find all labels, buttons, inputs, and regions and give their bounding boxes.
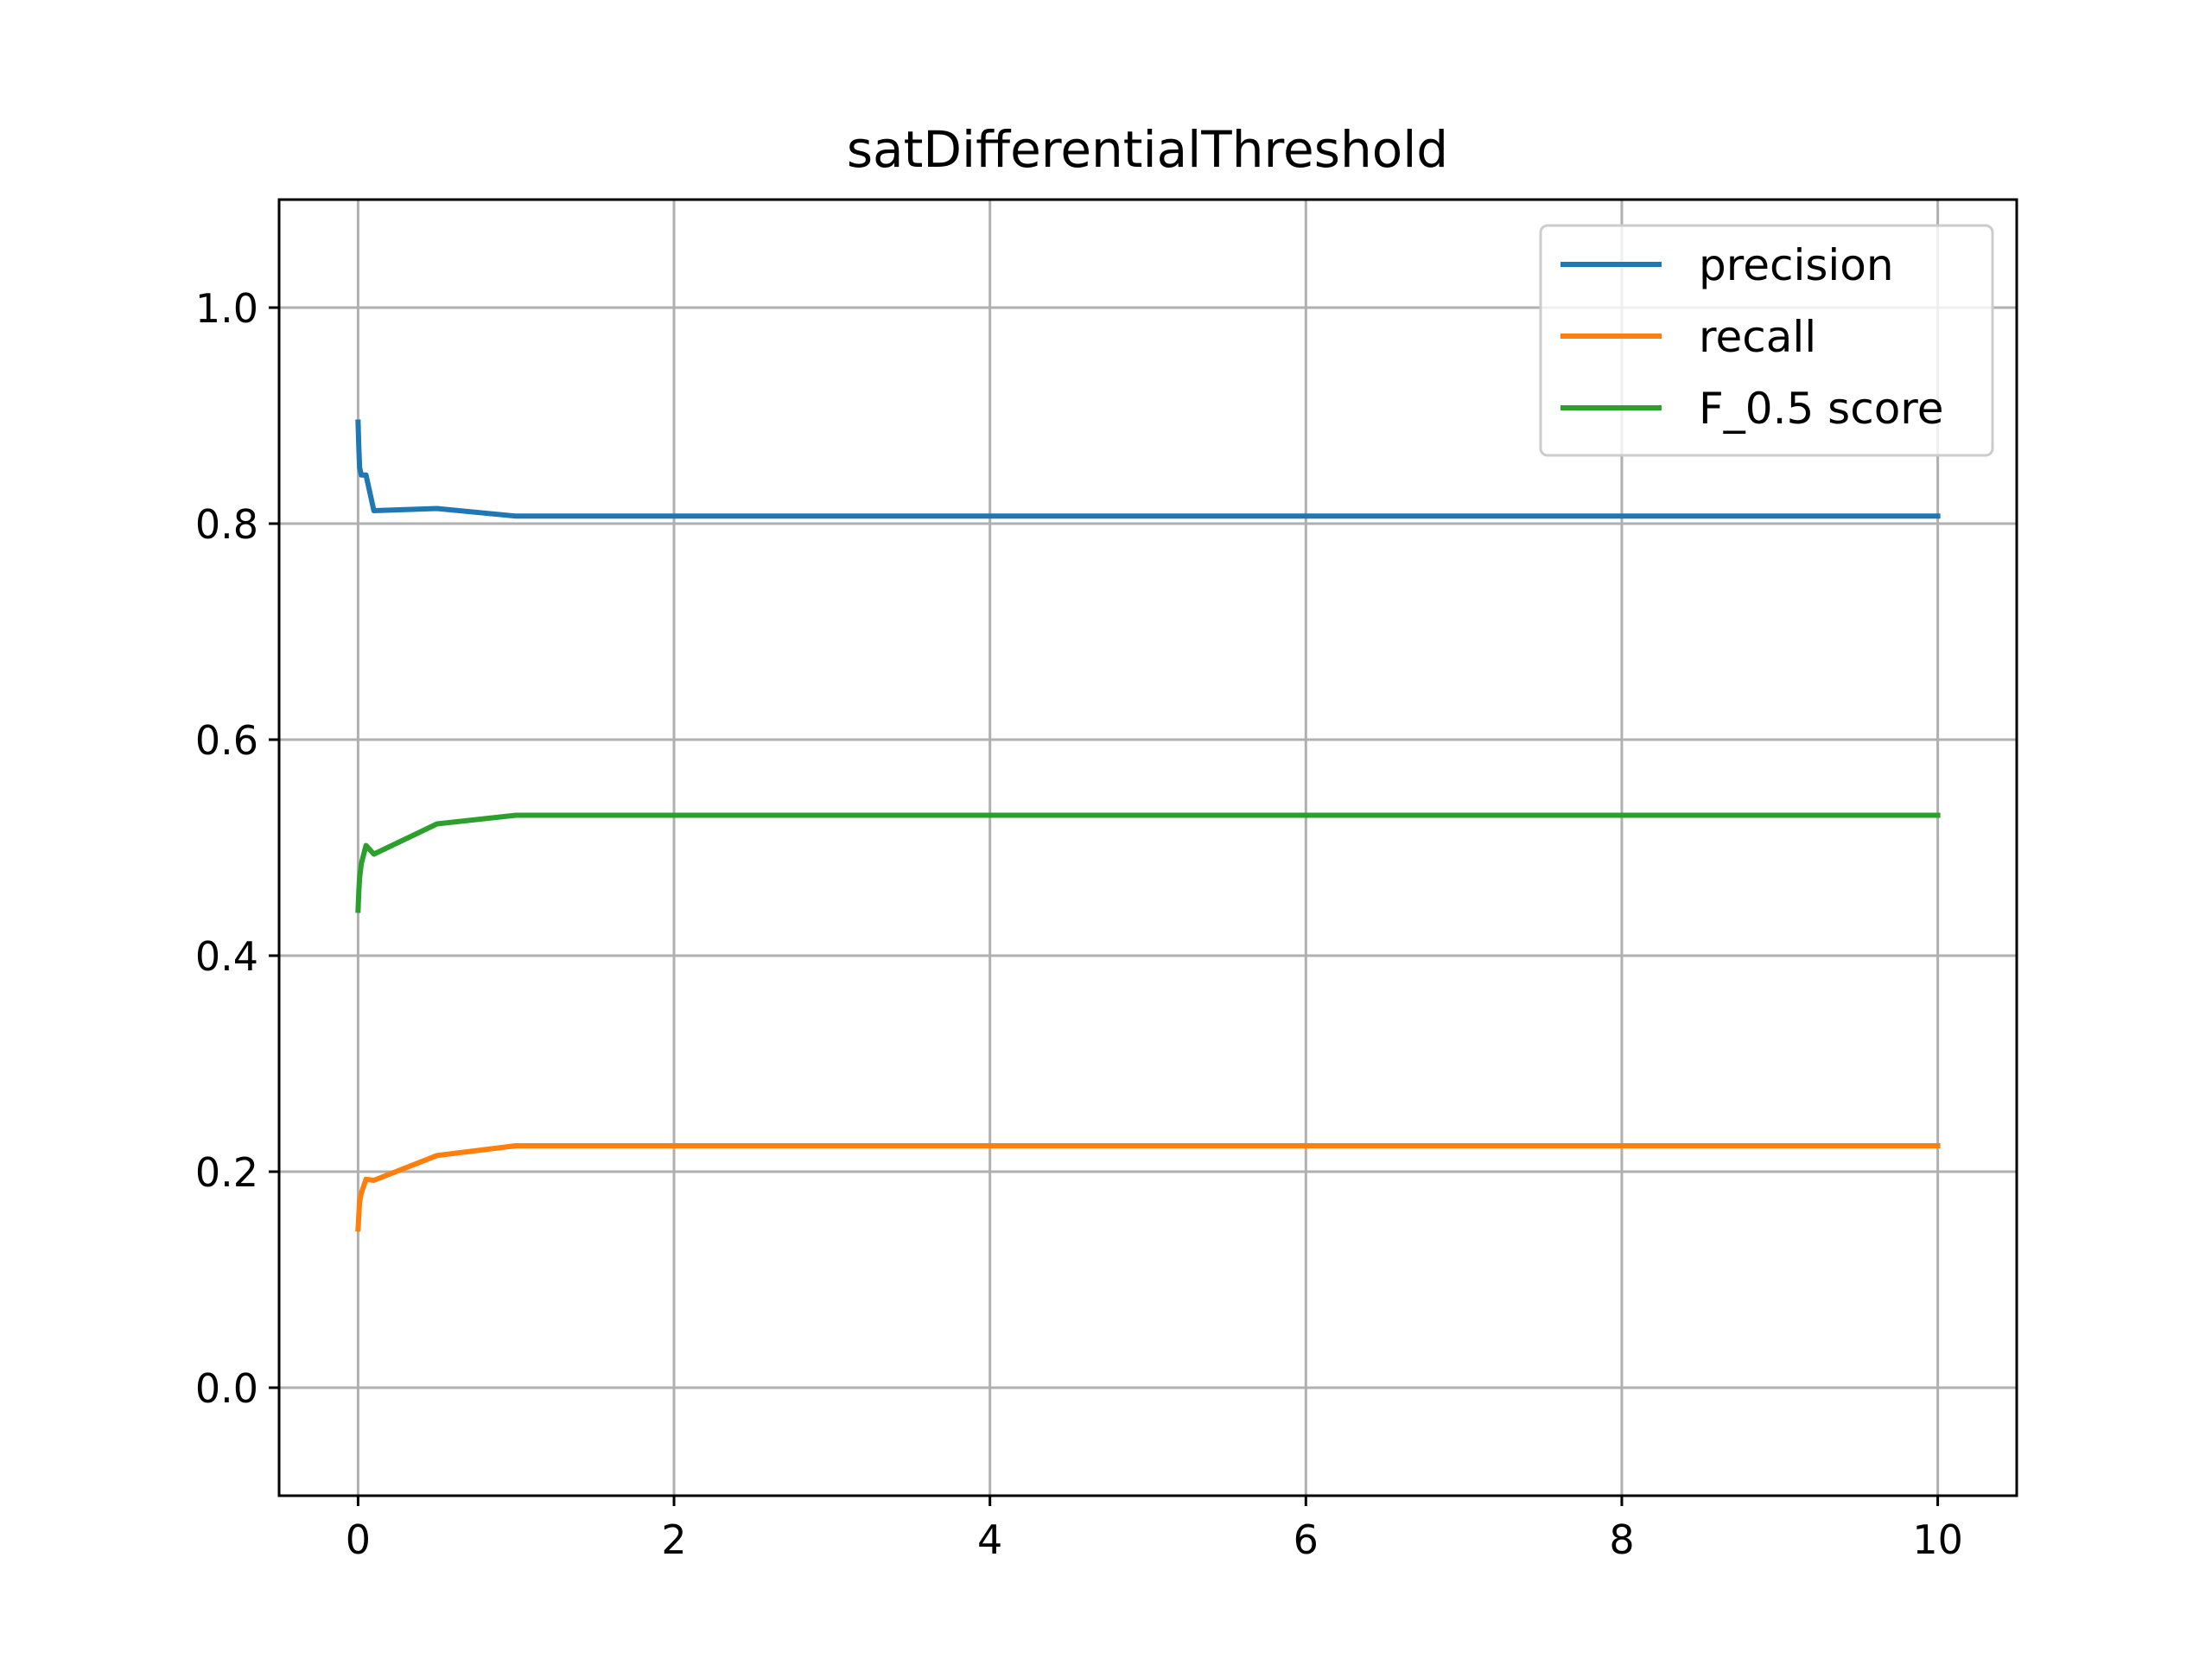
grid (279, 200, 2017, 1496)
y-tick-label: 1.0 (195, 285, 258, 332)
x-tick-label: 0 (346, 1516, 371, 1563)
series-line-recall (355, 1143, 1941, 1232)
series-line-f-0-5-score (355, 812, 1941, 913)
x-tick-label: 6 (1294, 1516, 1319, 1563)
axis-ticks: 0 2 4 6 8 10 0.0 0.2 0.4 0.6 0.8 1.0 (195, 285, 1963, 1563)
plot-lines (355, 419, 1941, 1232)
x-tick-label: 4 (977, 1516, 1002, 1563)
legend-items: precision recall F_0.5 score (1560, 240, 1944, 434)
y-tick-label: 0.6 (195, 717, 258, 764)
plot-frame (277, 198, 2018, 1497)
legend-label-recall: recall (1699, 312, 1816, 362)
y-tick-label: 0.8 (195, 501, 258, 548)
legend: precision recall F_0.5 score (1539, 224, 1994, 457)
series-line-precision (355, 419, 1941, 519)
legend-label-f-0-5-score: F_0.5 score (1699, 384, 1944, 434)
y-tick-label: 0.4 (195, 933, 258, 980)
legend-label-precision: precision (1699, 240, 1894, 290)
chart-title: satDifferentialThreshold (847, 120, 1448, 179)
y-tick-label: 0.2 (195, 1149, 258, 1196)
x-tick-label: 10 (1912, 1516, 1963, 1563)
x-tick-label: 2 (661, 1516, 686, 1563)
legend-frame (1539, 224, 1994, 457)
x-tick-label: 8 (1609, 1516, 1634, 1563)
y-tick-label: 0.0 (195, 1365, 258, 1412)
